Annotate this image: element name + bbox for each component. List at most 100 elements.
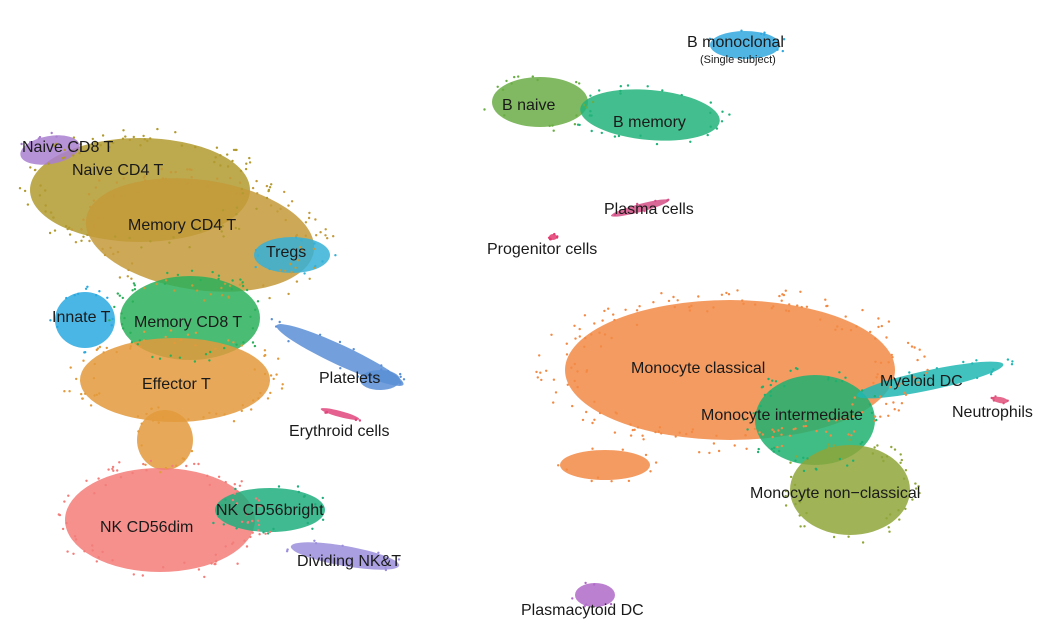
cluster-point	[256, 519, 260, 522]
cluster-point	[223, 282, 227, 285]
cluster-point	[127, 268, 130, 272]
cluster-point	[753, 427, 757, 431]
cluster-point	[217, 475, 221, 478]
cluster-point	[248, 161, 252, 164]
cluster-point	[325, 411, 329, 414]
cluster-point	[232, 420, 236, 423]
cluster-point	[235, 343, 238, 346]
cluster-point	[98, 290, 101, 293]
cluster-point	[73, 535, 77, 538]
cluster-point	[38, 194, 42, 197]
cluster-point	[287, 292, 290, 296]
cluster-point	[613, 431, 617, 434]
cluster-point	[82, 359, 85, 362]
cluster-cloud	[575, 583, 615, 607]
cluster-point	[782, 293, 786, 297]
cluster-point	[235, 213, 238, 216]
cluster-point	[166, 271, 169, 275]
cluster-point	[352, 348, 355, 351]
cluster-point	[174, 131, 177, 134]
cluster-point	[633, 428, 636, 431]
cluster-point	[298, 246, 302, 249]
cluster-point	[146, 139, 149, 143]
cluster-point	[182, 457, 186, 461]
cluster-point	[621, 448, 624, 451]
cluster-point	[123, 316, 126, 320]
cluster-point	[275, 325, 278, 328]
cluster-point	[574, 337, 577, 340]
cluster-point	[794, 459, 797, 462]
cluster-point	[629, 434, 633, 437]
cluster-point	[294, 266, 297, 269]
cluster-point	[712, 306, 715, 309]
cluster-point	[132, 135, 135, 139]
cluster-point	[599, 345, 603, 348]
cluster-point	[18, 187, 22, 190]
cluster-point	[93, 362, 96, 366]
cluster-point	[889, 513, 892, 516]
cluster-point	[565, 468, 568, 471]
cluster-point	[804, 424, 808, 428]
cluster-point	[78, 151, 81, 155]
cluster-point	[124, 135, 127, 138]
cluster-point	[789, 461, 792, 464]
cluster-point	[130, 262, 134, 265]
cluster-point	[186, 182, 189, 186]
cluster-point	[159, 471, 162, 474]
cluster-point	[783, 385, 786, 388]
cluster-point	[256, 192, 259, 195]
cluster-point	[354, 418, 358, 421]
cluster-point	[145, 412, 148, 416]
cluster-point	[1006, 358, 1010, 361]
cluster-point	[120, 312, 123, 315]
cluster-point	[827, 419, 830, 422]
cluster-point	[257, 397, 260, 400]
cluster-point	[860, 411, 864, 414]
cluster-point	[105, 346, 109, 350]
cluster-point	[753, 303, 757, 306]
cluster-point	[252, 399, 255, 402]
cluster-point	[245, 513, 248, 516]
cluster-point	[780, 444, 784, 448]
cluster-point	[870, 411, 874, 415]
cluster-point	[593, 400, 596, 403]
cluster-point	[257, 499, 261, 502]
cluster-point	[243, 539, 246, 542]
cluster-point	[646, 85, 649, 88]
cluster-point	[89, 404, 93, 407]
cluster-point	[904, 507, 907, 511]
cluster-point	[377, 551, 380, 554]
cluster-point	[887, 361, 890, 364]
cluster-point	[649, 470, 652, 473]
cluster-point	[795, 455, 799, 458]
cluster-point	[840, 417, 843, 421]
cluster-point	[295, 233, 299, 237]
cluster-point	[788, 303, 791, 306]
cluster-point	[254, 308, 257, 311]
cluster-point	[262, 531, 265, 534]
cluster-point	[215, 412, 218, 415]
cluster-point	[235, 502, 239, 505]
cluster-point	[91, 544, 94, 547]
cluster-point	[171, 464, 174, 468]
cluster-point	[805, 305, 809, 308]
cluster-label: Monocyte intermediate	[701, 407, 863, 424]
cluster-point	[62, 156, 66, 159]
cluster-point	[827, 443, 831, 446]
cluster-point	[850, 434, 853, 437]
cluster-point	[307, 216, 311, 220]
cluster-point	[924, 371, 928, 375]
cluster-point	[496, 85, 499, 89]
cluster-point	[778, 294, 781, 298]
cluster-point	[727, 293, 731, 296]
cluster-point	[661, 89, 664, 92]
cluster-point	[80, 239, 83, 242]
cluster-point	[513, 75, 516, 79]
cluster-cloud	[560, 450, 650, 480]
cluster-point	[115, 350, 118, 354]
cluster-point	[265, 196, 269, 200]
cluster-point	[613, 135, 617, 138]
cluster-point	[83, 351, 86, 354]
cluster-point	[802, 456, 805, 459]
cluster-label: NK CD56dim	[100, 519, 193, 536]
